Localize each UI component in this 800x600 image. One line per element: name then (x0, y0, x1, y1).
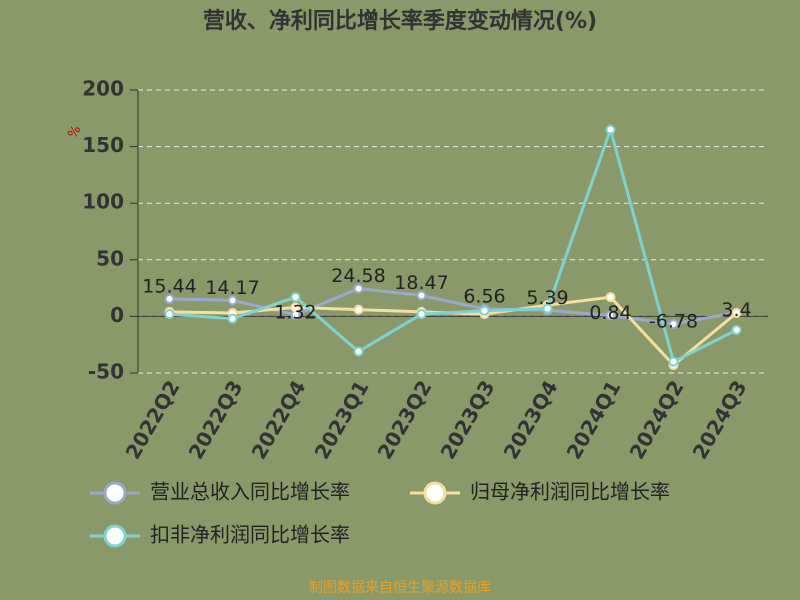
legend-marker (103, 481, 127, 505)
data-point (227, 313, 238, 324)
data-point (353, 304, 364, 315)
y-tick-label: -50 (88, 360, 124, 384)
y-tick-label: 50 (96, 246, 124, 270)
data-point (353, 283, 364, 294)
data-point (416, 309, 427, 320)
x-tick-label: 2023Q2 (373, 376, 437, 463)
legend-label: 扣非净利润同比增长率 (150, 523, 350, 547)
data-point (668, 319, 679, 330)
data-label: 3.4 (721, 299, 751, 321)
data-label: 1.32 (274, 301, 316, 323)
x-tick-label: 2023Q4 (499, 376, 563, 463)
source-note: 制图数据来自恒生聚源数据库 (309, 580, 491, 596)
x-tick-label: 2024Q2 (625, 376, 689, 463)
x-tick-label: 2023Q1 (310, 376, 374, 463)
data-point (605, 292, 616, 303)
legend-marker (103, 524, 127, 548)
legend-label: 归母净利润同比增长率 (470, 480, 670, 504)
y-tick-label: 200 (82, 77, 124, 101)
data-point (605, 124, 616, 135)
data-label: 18.47 (394, 272, 448, 294)
y-tick-label: 100 (82, 190, 124, 214)
chart-title: 营收、净利同比增长率季度变动情况(%) (203, 8, 597, 34)
data-label: -6.78 (649, 311, 698, 333)
data-point (227, 295, 238, 306)
data-point (479, 305, 490, 316)
data-label: 24.58 (331, 265, 385, 287)
data-point (605, 310, 616, 321)
data-point (731, 324, 742, 335)
legend-marker (423, 481, 447, 505)
x-tick-label: 2022Q4 (247, 376, 311, 463)
data-point (290, 292, 301, 303)
data-point (290, 302, 301, 313)
x-tick-label: 2022Q2 (121, 376, 185, 463)
x-tick-label: 2023Q3 (436, 376, 500, 463)
data-point (416, 290, 427, 301)
data-label: 15.44 (142, 275, 196, 297)
x-tick-label: 2022Q3 (184, 376, 248, 463)
x-tick-label: 2024Q3 (688, 376, 752, 463)
x-tick-label: 2024Q1 (562, 376, 626, 463)
y-tick-label: 0 (110, 303, 124, 327)
data-point (542, 303, 553, 314)
data-label: 6.56 (463, 285, 505, 307)
data-point (164, 293, 175, 304)
data-point (668, 356, 679, 367)
data-point (731, 308, 742, 319)
data-label: 5.39 (526, 287, 568, 309)
data-label: 0.84 (589, 302, 631, 324)
legend-label: 营业总收入同比增长率 (150, 480, 350, 504)
data-point (353, 346, 364, 357)
data-point (164, 309, 175, 320)
series-line (169, 124, 738, 364)
y-tick-label: 150 (82, 133, 124, 157)
data-label: 14.17 (205, 277, 259, 299)
